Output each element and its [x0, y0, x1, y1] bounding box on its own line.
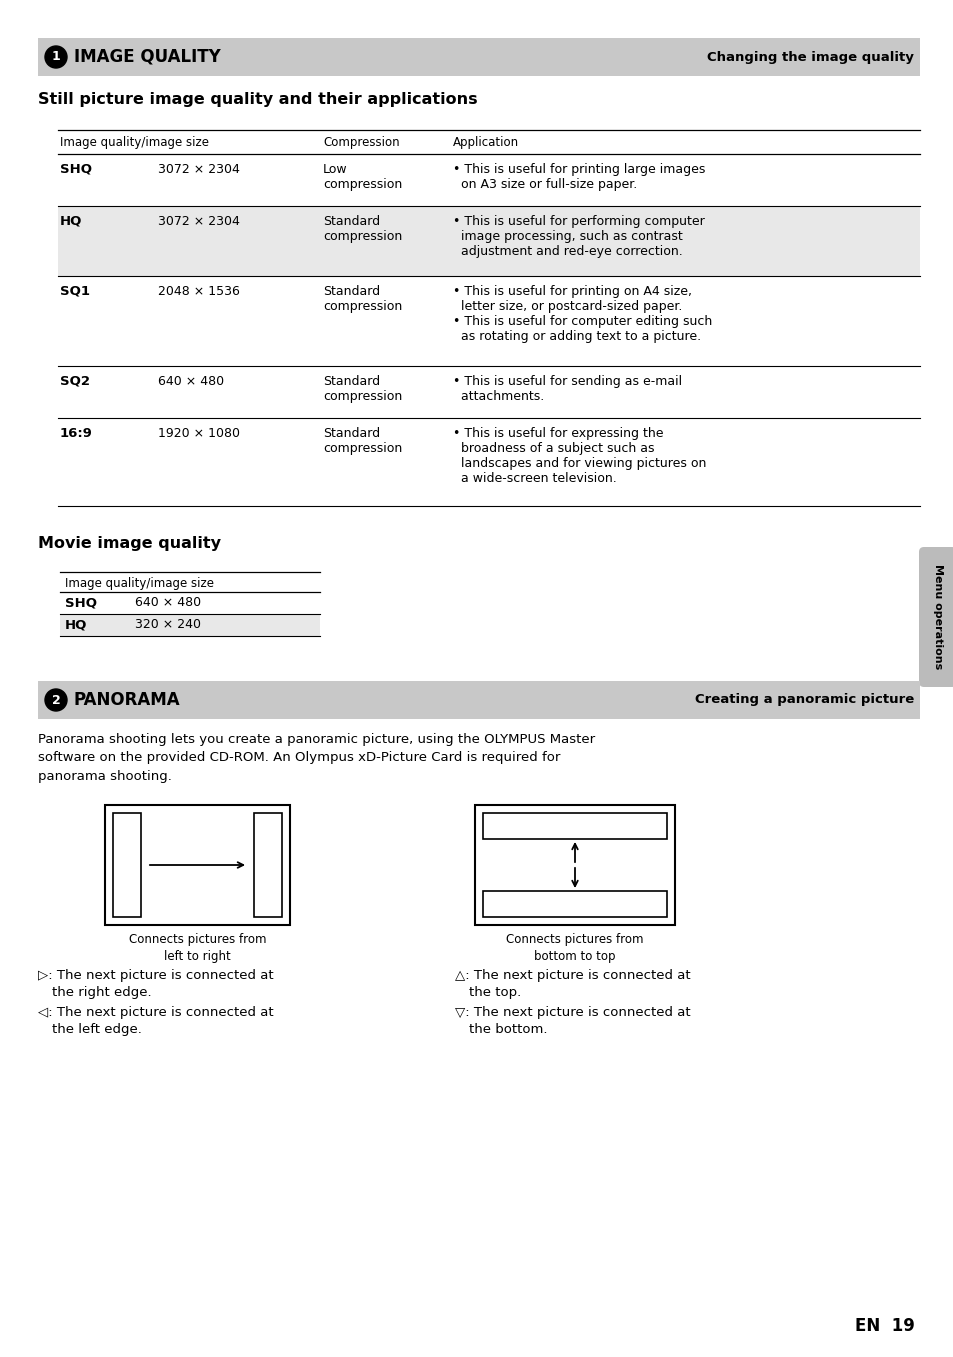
Text: 320 × 240: 320 × 240	[135, 617, 201, 631]
Text: △: The next picture is connected at: △: The next picture is connected at	[455, 969, 690, 982]
Text: Connects pictures from
left to right: Connects pictures from left to right	[129, 934, 266, 963]
Bar	[38, 38, 919, 76]
Text: Changing the image quality: Changing the image quality	[706, 50, 913, 64]
Bar	[253, 813, 282, 917]
Text: • This is useful for printing large images
  on A3 size or full-size paper.: • This is useful for printing large imag…	[453, 163, 704, 191]
Text: Connects pictures from
bottom to top: Connects pictures from bottom to top	[506, 934, 643, 963]
Text: Movie image quality: Movie image quality	[38, 536, 221, 551]
Text: Menu operations: Menu operations	[932, 565, 942, 669]
Text: Image quality/image size: Image quality/image size	[60, 136, 209, 149]
Text: 2048 × 1536: 2048 × 1536	[158, 285, 239, 299]
Text: Compression: Compression	[323, 136, 399, 149]
Text: ◁: The next picture is connected at: ◁: The next picture is connected at	[38, 1006, 274, 1019]
Text: HQ: HQ	[65, 617, 88, 631]
Text: ▽: The next picture is connected at: ▽: The next picture is connected at	[455, 1006, 690, 1019]
Bar	[482, 813, 666, 839]
Text: 3072 × 2304: 3072 × 2304	[158, 163, 239, 176]
Text: 640 × 480: 640 × 480	[158, 375, 224, 388]
Text: ▷: The next picture is connected at: ▷: The next picture is connected at	[38, 969, 274, 982]
Circle shape	[45, 46, 67, 68]
Text: Standard
compression: Standard compression	[323, 285, 402, 313]
Text: Creating a panoramic picture: Creating a panoramic picture	[694, 693, 913, 707]
Text: Panorama shooting lets you create a panoramic picture, using the OLYMPUS Master
: Panorama shooting lets you create a pano…	[38, 733, 595, 783]
Text: SQ2: SQ2	[60, 375, 90, 388]
Text: Standard
compression: Standard compression	[323, 214, 402, 243]
Text: Image quality/image size: Image quality/image size	[65, 577, 213, 590]
Text: IMAGE QUALITY: IMAGE QUALITY	[74, 47, 220, 66]
Text: 1920 × 1080: 1920 × 1080	[158, 427, 240, 440]
Text: • This is useful for performing computer
  image processing, such as contrast
  : • This is useful for performing computer…	[453, 214, 704, 258]
Text: Application: Application	[453, 136, 518, 149]
Text: PANORAMA: PANORAMA	[74, 691, 180, 708]
Text: 16:9: 16:9	[60, 427, 92, 440]
Text: Standard
compression: Standard compression	[323, 427, 402, 455]
Bar	[112, 813, 141, 917]
Bar	[482, 892, 666, 917]
Text: the bottom.: the bottom.	[469, 1023, 547, 1035]
Text: 3072 × 2304: 3072 × 2304	[158, 214, 239, 228]
Text: the right edge.: the right edge.	[52, 987, 152, 999]
Text: EN  19: EN 19	[854, 1318, 914, 1335]
Text: SHQ: SHQ	[65, 596, 97, 609]
Bar	[475, 805, 675, 925]
Text: the top.: the top.	[469, 987, 520, 999]
Text: the left edge.: the left edge.	[52, 1023, 142, 1035]
Circle shape	[45, 689, 67, 711]
Text: Low
compression: Low compression	[323, 163, 402, 191]
Text: • This is useful for sending as e-mail
  attachments.: • This is useful for sending as e-mail a…	[453, 375, 681, 403]
Text: • This is useful for printing on A4 size,
  letter size, or postcard-sized paper: • This is useful for printing on A4 size…	[453, 285, 712, 343]
Text: Standard
compression: Standard compression	[323, 375, 402, 403]
Text: SQ1: SQ1	[60, 285, 90, 299]
Text: • This is useful for expressing the
  broadness of a subject such as
  landscape: • This is useful for expressing the broa…	[453, 427, 705, 484]
Text: SHQ: SHQ	[60, 163, 91, 176]
Bar	[60, 613, 319, 636]
Text: 1: 1	[51, 50, 60, 64]
Text: 640 × 480: 640 × 480	[135, 596, 201, 609]
Text: Still picture image quality and their applications: Still picture image quality and their ap…	[38, 92, 477, 107]
Text: 2: 2	[51, 693, 60, 707]
Bar	[58, 206, 919, 275]
Bar	[38, 681, 919, 719]
FancyBboxPatch shape	[918, 547, 953, 687]
Text: HQ: HQ	[60, 214, 82, 228]
Bar	[105, 805, 290, 925]
